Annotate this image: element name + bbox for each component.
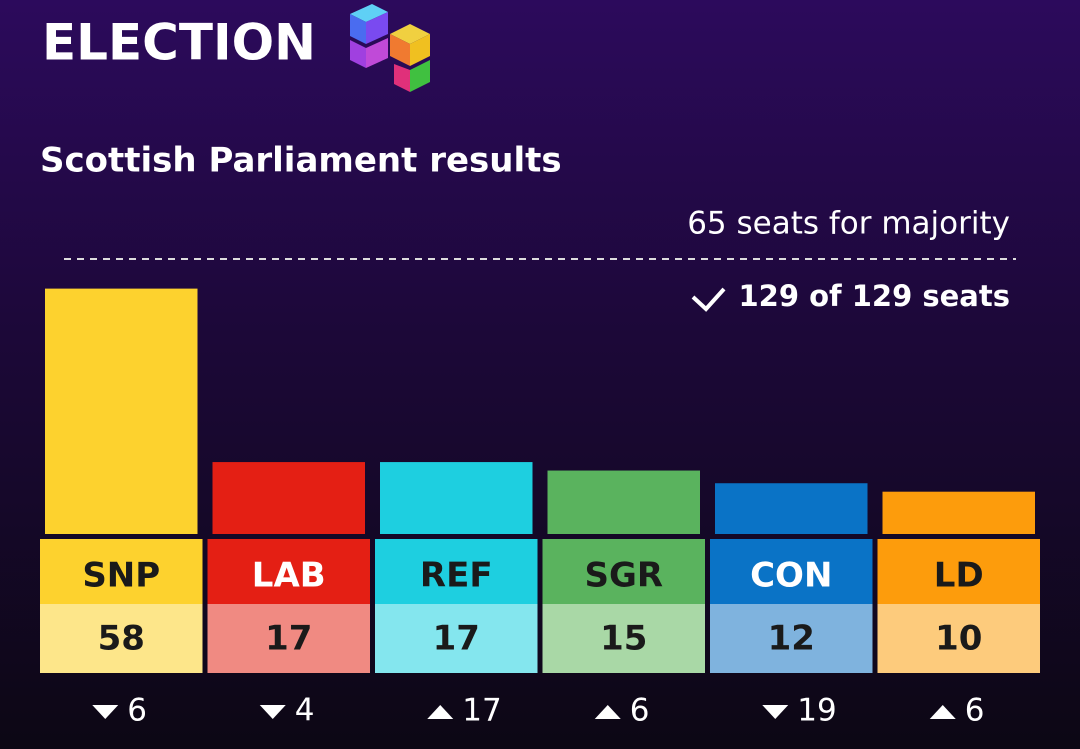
party-box	[375, 539, 538, 604]
change-label: 6	[630, 693, 650, 729]
value-box	[207, 604, 370, 673]
party-label: REF	[420, 556, 493, 596]
change-arrow	[92, 705, 119, 719]
party-label: LAB	[252, 556, 326, 596]
party-box	[207, 539, 370, 604]
party-box	[40, 539, 203, 604]
value-box	[877, 604, 1040, 673]
chart-title: Scottish Parliament results	[40, 141, 562, 181]
party-box	[877, 539, 1040, 604]
value-box	[40, 604, 203, 673]
bar	[212, 462, 365, 534]
party-box	[542, 539, 705, 604]
value-label: 12	[768, 619, 815, 659]
change-label: 6	[965, 693, 985, 729]
value-box	[542, 604, 705, 673]
bar	[45, 288, 198, 534]
party-label: CON	[750, 556, 832, 596]
change-label: 6	[127, 693, 147, 729]
change-arrow	[259, 705, 286, 719]
bar	[715, 483, 868, 534]
value-label: 17	[433, 619, 480, 659]
change-label: 19	[797, 693, 836, 729]
party-label: LD	[934, 556, 984, 596]
brand: ELECTION	[42, 14, 316, 72]
value-box	[375, 604, 538, 673]
change-arrow	[427, 705, 454, 719]
status: 129 of 129 seats	[738, 279, 1010, 313]
value-label: 17	[265, 619, 312, 659]
change-label: 4	[295, 693, 315, 729]
change-arrow	[929, 705, 956, 719]
change-arrow	[762, 705, 789, 719]
bar	[380, 462, 533, 534]
logo	[350, 4, 430, 92]
bar	[882, 491, 1035, 534]
value-label: 10	[935, 619, 982, 659]
value-label: 58	[98, 619, 145, 659]
majority-label: 65 seats for majority	[687, 206, 1010, 242]
value-label: 15	[600, 619, 647, 659]
value-box	[710, 604, 873, 673]
bar	[547, 470, 700, 534]
change-arrow	[594, 705, 621, 719]
change-label: 17	[462, 693, 501, 729]
party-box	[710, 539, 873, 604]
party-label: SGR	[584, 556, 663, 596]
check-icon	[691, 287, 726, 312]
party-label: SNP	[82, 556, 160, 596]
